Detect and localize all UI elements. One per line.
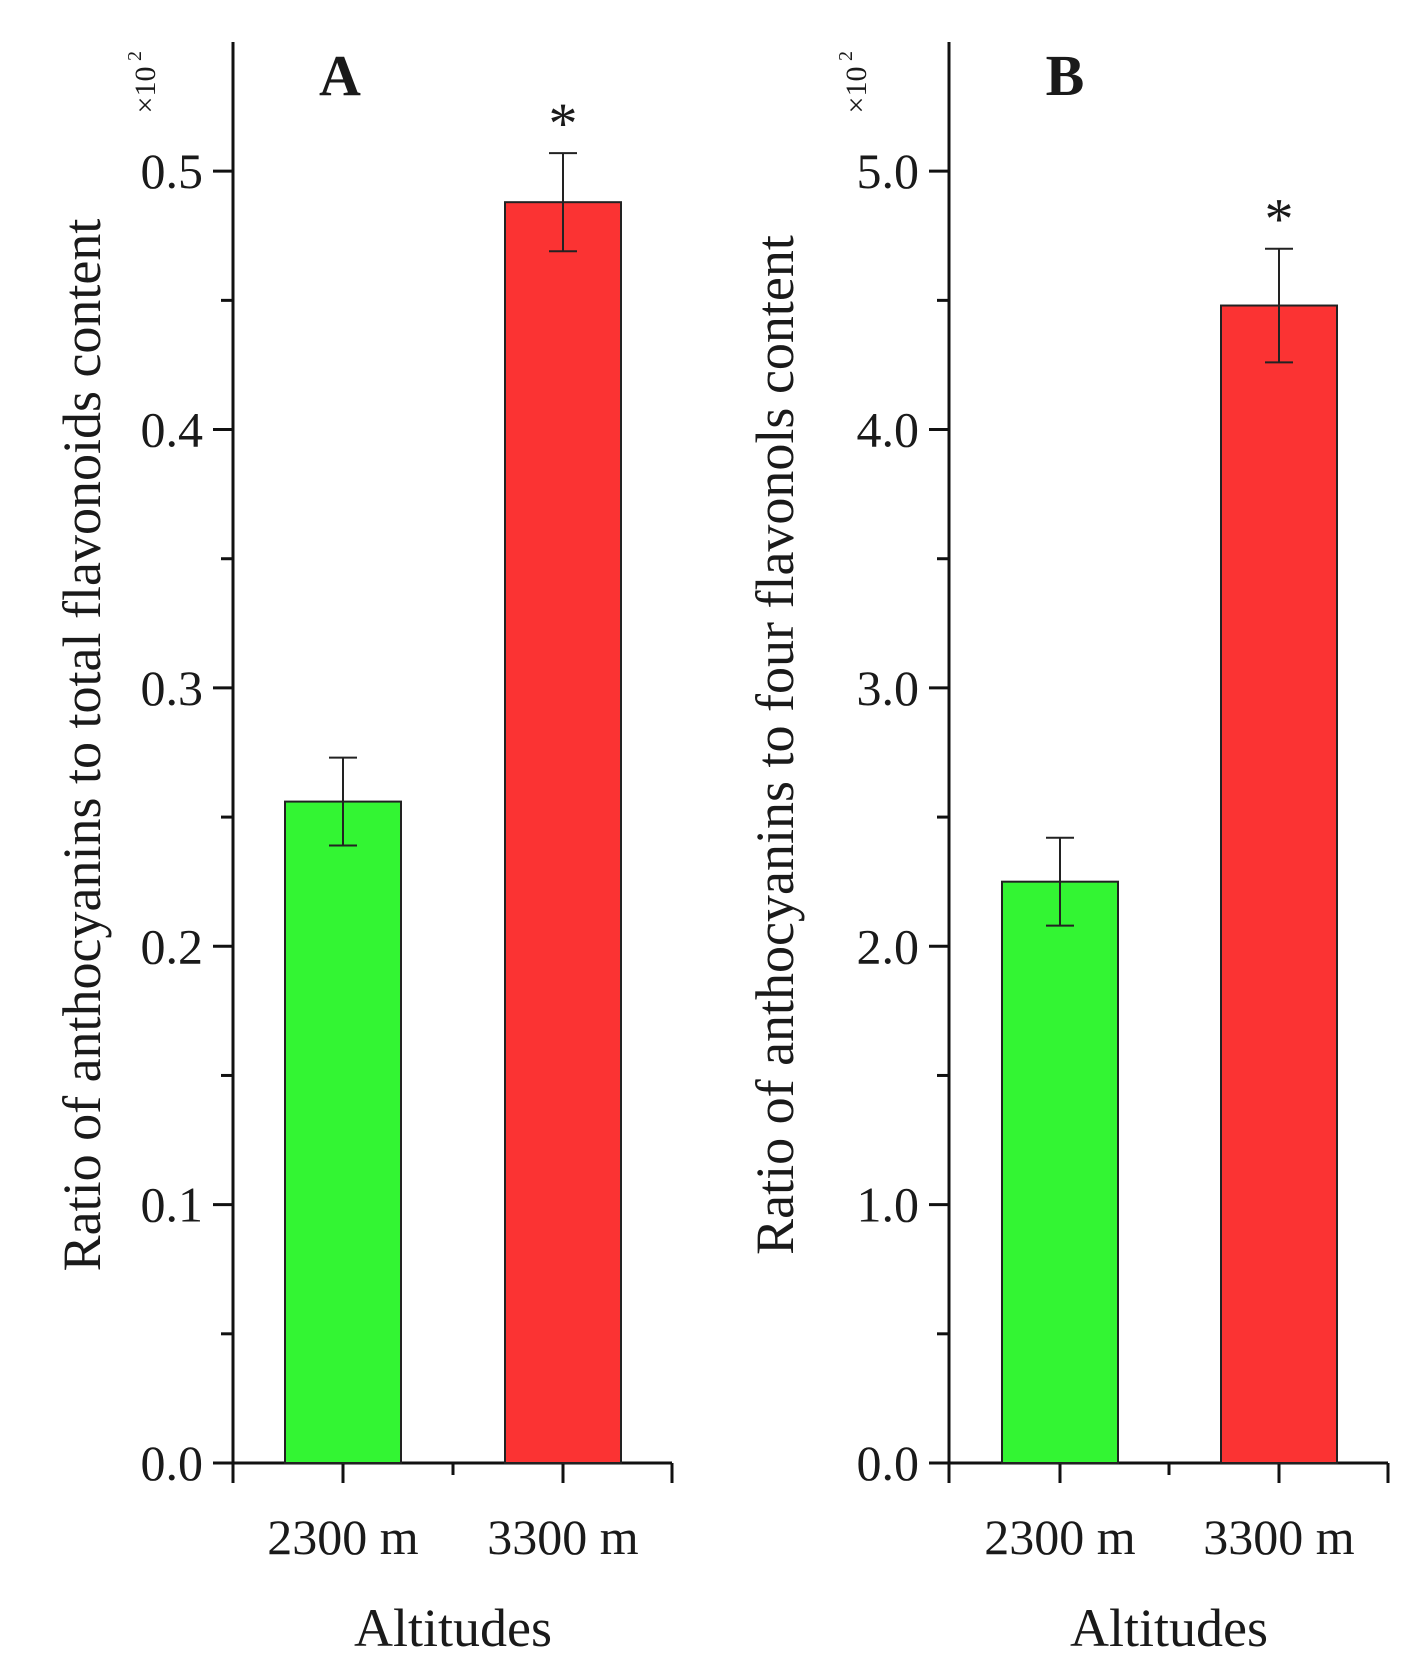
y-axis-title: Ratio of anthocyanins to total flavonoid…: [52, 219, 112, 1272]
significance-mark: *: [549, 91, 578, 156]
axis-scale-text: ×10: [840, 67, 873, 114]
x-tick-label: 3300 m: [1203, 1509, 1355, 1565]
y-tick-label: 0.3: [141, 660, 204, 716]
panel-label: A: [319, 43, 361, 108]
axis-scale-text: ×10: [129, 67, 162, 114]
y-tick-label: 0.2: [141, 918, 204, 974]
axis-scale-factor: ×10 2: [124, 51, 162, 113]
bar: [1220, 304, 1338, 1465]
x-tick-label: 3300 m: [487, 1509, 639, 1565]
axis-scale-exponent: 2: [124, 51, 146, 61]
y-tick-label: 0.0: [857, 1435, 920, 1491]
bar: [1001, 880, 1119, 1464]
x-axis-title: Altitudes: [1070, 1598, 1268, 1658]
y-tick-label: 3.0: [857, 660, 920, 716]
y-tick-label: 5.0: [857, 143, 920, 199]
bar: [284, 800, 402, 1464]
y-tick-label: 2.0: [857, 918, 920, 974]
panel-label: B: [1046, 43, 1085, 108]
bar: [504, 201, 622, 1465]
x-tick-label: 2300 m: [267, 1509, 419, 1565]
y-tick-label: 1.0: [857, 1177, 920, 1233]
axis-scale-exponent: 2: [835, 51, 857, 61]
y-axis-title: Ratio of anthocyanins to four flavonols …: [745, 235, 805, 1255]
y-tick-label: 0.1: [141, 1177, 204, 1233]
axis-scale-factor: ×10 2: [835, 51, 873, 113]
y-tick-label: 0.0: [141, 1435, 204, 1491]
y-tick-label: 4.0: [857, 402, 920, 458]
y-tick-label: 0.4: [141, 402, 204, 458]
x-tick-label: 2300 m: [984, 1509, 1136, 1565]
significance-mark: *: [1265, 187, 1294, 252]
y-tick-label: 0.5: [141, 143, 204, 199]
x-axis-title: Altitudes: [354, 1598, 552, 1658]
